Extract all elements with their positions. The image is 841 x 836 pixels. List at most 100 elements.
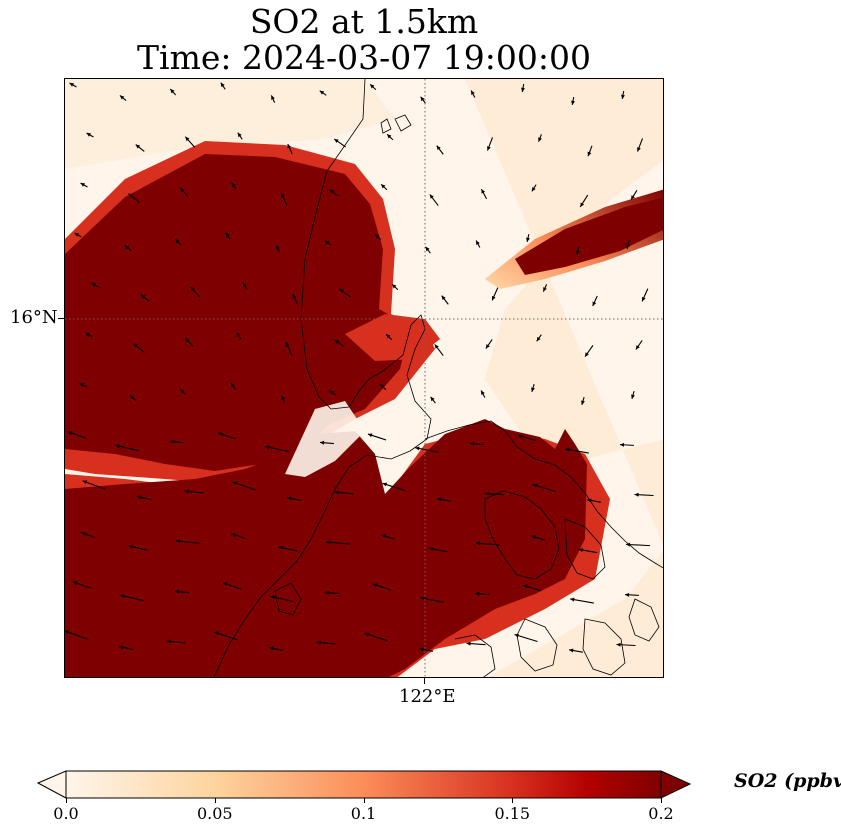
wind-vector-arrow bbox=[521, 83, 525, 93]
wind-vector-arrow bbox=[140, 294, 150, 302]
wind-vector-arrow bbox=[441, 295, 449, 305]
wind-vector-arrow bbox=[329, 189, 339, 197]
wind-vector-arrow bbox=[475, 240, 481, 248]
wind-vector-arrow bbox=[486, 137, 494, 151]
wind-vector-arrow bbox=[222, 582, 242, 590]
wind-vector-arrow bbox=[285, 342, 293, 356]
colorbar-tick-mark bbox=[661, 798, 662, 803]
wind-vector-arrow bbox=[616, 642, 636, 647]
wind-vector-arrow bbox=[217, 432, 237, 440]
wind-vector-arrow bbox=[531, 535, 545, 541]
wind-vector-arrow bbox=[81, 532, 95, 538]
wind-vector-arrow bbox=[329, 390, 337, 396]
wind-vector-arrow bbox=[338, 288, 352, 298]
wind-vector-arrow bbox=[576, 246, 580, 256]
wind-vector-arrow bbox=[621, 90, 625, 100]
colorbar-tick-mark bbox=[512, 798, 514, 803]
gridline-layer bbox=[65, 79, 663, 677]
wind-vector-arrow bbox=[184, 337, 194, 347]
wind-vector-arrow bbox=[531, 384, 535, 392]
wind-vector-arrow bbox=[484, 491, 504, 496]
wind-vector-arrow bbox=[65, 630, 88, 640]
wind-vector-arrow bbox=[189, 286, 201, 298]
wind-vector-arrow bbox=[278, 545, 298, 552]
wind-vector-arrow bbox=[380, 183, 388, 191]
wind-vector-arrow bbox=[174, 238, 182, 246]
wind-vector-arrow bbox=[334, 490, 354, 495]
wind-vector-arrow bbox=[236, 332, 242, 340]
wind-vector-arrow bbox=[386, 133, 394, 141]
coastline-segment bbox=[213, 79, 432, 677]
wind-vector-arrow bbox=[579, 194, 589, 208]
wind-vector-arrow bbox=[587, 498, 601, 503]
wind-vector-arrow bbox=[526, 233, 530, 243]
wind-vector-arrow bbox=[514, 633, 538, 643]
wind-vector-arrow bbox=[179, 388, 187, 396]
wind-vector-arrow bbox=[270, 95, 276, 103]
wind-vector-arrow bbox=[571, 96, 575, 106]
wind-vector-arrow bbox=[120, 594, 144, 602]
wind-vector-arrow bbox=[231, 533, 245, 539]
wind-vector-arrow bbox=[119, 95, 127, 101]
coastline-segment bbox=[564, 518, 606, 580]
wind-vector-arrow bbox=[587, 145, 593, 157]
colorbar-tick-mark bbox=[66, 798, 67, 803]
coastline-layer bbox=[213, 79, 663, 677]
wind-vector-arrow bbox=[569, 648, 583, 653]
wind-vector-arrow bbox=[169, 88, 177, 96]
wind-vector-arrow bbox=[169, 439, 185, 444]
wind-vector-arrow bbox=[570, 597, 594, 604]
wind-vector-arrow bbox=[214, 631, 238, 641]
wind-vector-arrow bbox=[319, 440, 335, 445]
wind-vector-arrow bbox=[124, 245, 132, 251]
so2-hotspot-center bbox=[345, 314, 440, 361]
colorbar-extend-high bbox=[660, 770, 692, 799]
colorbar-tick-mark bbox=[214, 798, 216, 803]
wind-vector-arrow bbox=[287, 143, 293, 155]
wind-vector-arrow bbox=[480, 390, 486, 398]
wind-vector-arrow bbox=[578, 548, 598, 554]
lon-tick-label: 122°E bbox=[399, 686, 456, 707]
wind-vector-arrow bbox=[82, 480, 106, 490]
wind-vector-arrow bbox=[69, 82, 77, 88]
wind-vector-arrow bbox=[369, 83, 377, 91]
wind-vector-arrow bbox=[184, 489, 204, 494]
wind-vector-arrow bbox=[538, 134, 542, 142]
wind-vector-arrow bbox=[85, 332, 93, 338]
so2-plume-west bbox=[65, 154, 410, 471]
wind-vector-arrow bbox=[636, 138, 644, 152]
so2-concentration-map bbox=[65, 79, 663, 677]
wind-vector-arrow bbox=[67, 431, 87, 439]
wind-vector-arrow bbox=[437, 497, 451, 502]
wind-vector-arrow bbox=[385, 333, 393, 341]
wind-vector-arrow bbox=[434, 344, 444, 356]
wind-vector-arrow bbox=[129, 395, 137, 401]
wind-vector-arrow bbox=[565, 447, 589, 454]
colorbar-gradient bbox=[65, 770, 662, 799]
wind-vector-arrow bbox=[115, 444, 139, 452]
wind-vector-arrow bbox=[531, 184, 537, 192]
wind-vector-arrow bbox=[230, 382, 236, 390]
wind-vector-arrow bbox=[74, 232, 82, 238]
coastline-segment bbox=[484, 490, 560, 580]
coastline-segment bbox=[380, 118, 392, 134]
wind-vector-arrow bbox=[474, 591, 490, 596]
wind-vector-arrow bbox=[287, 496, 301, 501]
wind-vector-arrow bbox=[480, 188, 488, 200]
so2-plume-south bbox=[65, 419, 587, 677]
wind-vector-arrow bbox=[428, 546, 448, 553]
wind-vector-arrow bbox=[79, 382, 87, 388]
wind-vector-arrow bbox=[536, 334, 542, 342]
wind-vector-arrow bbox=[292, 293, 298, 305]
wind-vector-arrow bbox=[325, 540, 351, 545]
wind-vector-arrow bbox=[391, 283, 399, 291]
wind-vector-arrow bbox=[635, 340, 643, 350]
coastline-segment bbox=[424, 420, 663, 569]
wind-vector-arrow bbox=[631, 391, 635, 399]
wind-vector-arrow bbox=[128, 193, 140, 203]
wind-vector-arrow bbox=[475, 541, 501, 546]
wind-vector-arrow bbox=[634, 492, 654, 497]
wind-vector-arrow bbox=[133, 343, 145, 353]
wind-vector-arrow bbox=[225, 232, 231, 240]
wind-vector-arrow bbox=[119, 645, 133, 651]
